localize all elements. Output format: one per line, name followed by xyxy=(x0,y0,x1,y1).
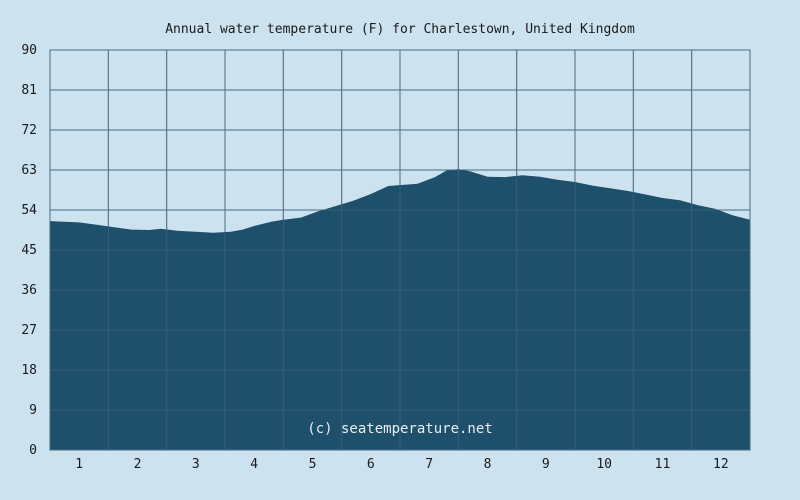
x-tick-label: 3 xyxy=(192,457,200,472)
y-tick-label: 90 xyxy=(21,43,37,58)
watermark: (c) seatemperature.net xyxy=(307,421,492,437)
x-tick-label: 8 xyxy=(484,457,492,472)
y-tick-label: 27 xyxy=(21,323,37,338)
x-tick-label: 9 xyxy=(542,457,550,472)
plot-frame xyxy=(49,49,751,451)
y-tick-label: 18 xyxy=(21,363,37,378)
x-tick-label: 2 xyxy=(134,457,142,472)
y-tick-label: 36 xyxy=(21,283,37,298)
y-tick-label: 81 xyxy=(21,83,37,98)
x-tick-label: 12 xyxy=(713,457,729,472)
y-tick-label: 9 xyxy=(29,403,37,418)
x-axis: 1 2 3 4 5 6 7 8 9 10 11 12 xyxy=(75,457,728,472)
x-tick-label: 11 xyxy=(655,457,671,472)
chart-grid-overlay xyxy=(50,50,750,450)
x-tick-label: 6 xyxy=(367,457,375,472)
x-tick-label: 10 xyxy=(596,457,612,472)
x-tick-label: 5 xyxy=(309,457,317,472)
y-tick-label: 72 xyxy=(21,123,37,138)
x-tick-label: 4 xyxy=(250,457,258,472)
x-tick-label: 7 xyxy=(425,457,433,472)
y-tick-label: 45 xyxy=(21,243,37,258)
chart-title: Annual water temperature (F) for Charles… xyxy=(165,22,635,37)
x-tick-label: 1 xyxy=(75,457,83,472)
y-tick-label: 0 xyxy=(29,443,37,458)
y-axis: 0 9 18 27 36 45 54 63 72 81 90 xyxy=(21,43,37,458)
y-tick-label: 63 xyxy=(21,163,37,178)
y-tick-label: 54 xyxy=(21,203,37,218)
